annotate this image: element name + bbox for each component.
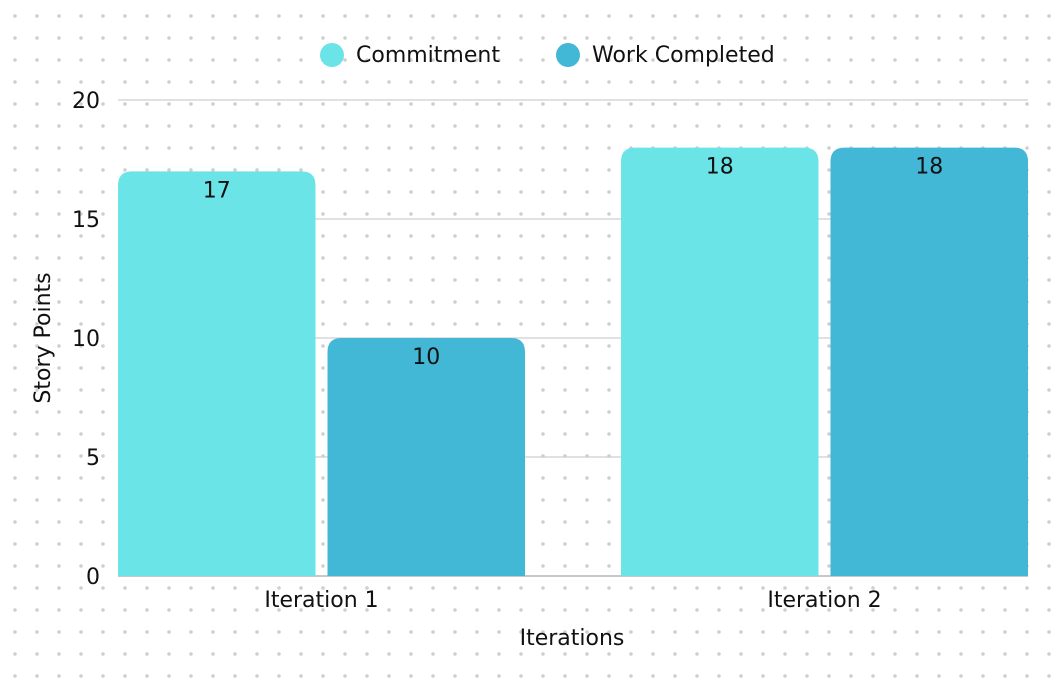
- bar-commitment-1[interactable]: [118, 171, 316, 576]
- bar-work-completed-2[interactable]: [830, 147, 1029, 576]
- bars: 17 10 18 18: [118, 147, 1029, 576]
- x-tick-label: Iteration 2: [767, 588, 881, 613]
- bar-work-completed-1[interactable]: [327, 338, 526, 576]
- y-tick-label: 10: [72, 327, 100, 352]
- legend-item-commitment[interactable]: Commitment: [320, 43, 500, 68]
- bar-value-label: 10: [412, 345, 440, 370]
- legend-swatch: [320, 43, 344, 67]
- legend: Commitment Work Completed: [320, 43, 775, 68]
- y-tick-label: 15: [72, 208, 100, 233]
- legend-swatch: [556, 43, 580, 67]
- legend-label: Work Completed: [592, 43, 775, 68]
- bar-value-label: 18: [706, 155, 734, 180]
- bar-value-label: 18: [915, 155, 943, 180]
- y-tick-label: 20: [72, 89, 100, 114]
- y-tick-label: 5: [86, 446, 100, 471]
- legend-label: Commitment: [356, 43, 500, 68]
- y-axis-title: Story Points: [31, 272, 56, 403]
- y-tick-label: 0: [86, 565, 100, 590]
- y-axis-ticks: 0 5 10 15 20: [72, 89, 100, 590]
- x-axis-ticks: Iteration 1 Iteration 2: [264, 588, 881, 613]
- x-tick-label: Iteration 1: [264, 588, 378, 613]
- bar-commitment-2[interactable]: [621, 147, 819, 576]
- bar-value-label: 17: [203, 178, 231, 203]
- x-axis-title: Iterations: [520, 626, 625, 651]
- legend-item-work-completed[interactable]: Work Completed: [556, 43, 775, 68]
